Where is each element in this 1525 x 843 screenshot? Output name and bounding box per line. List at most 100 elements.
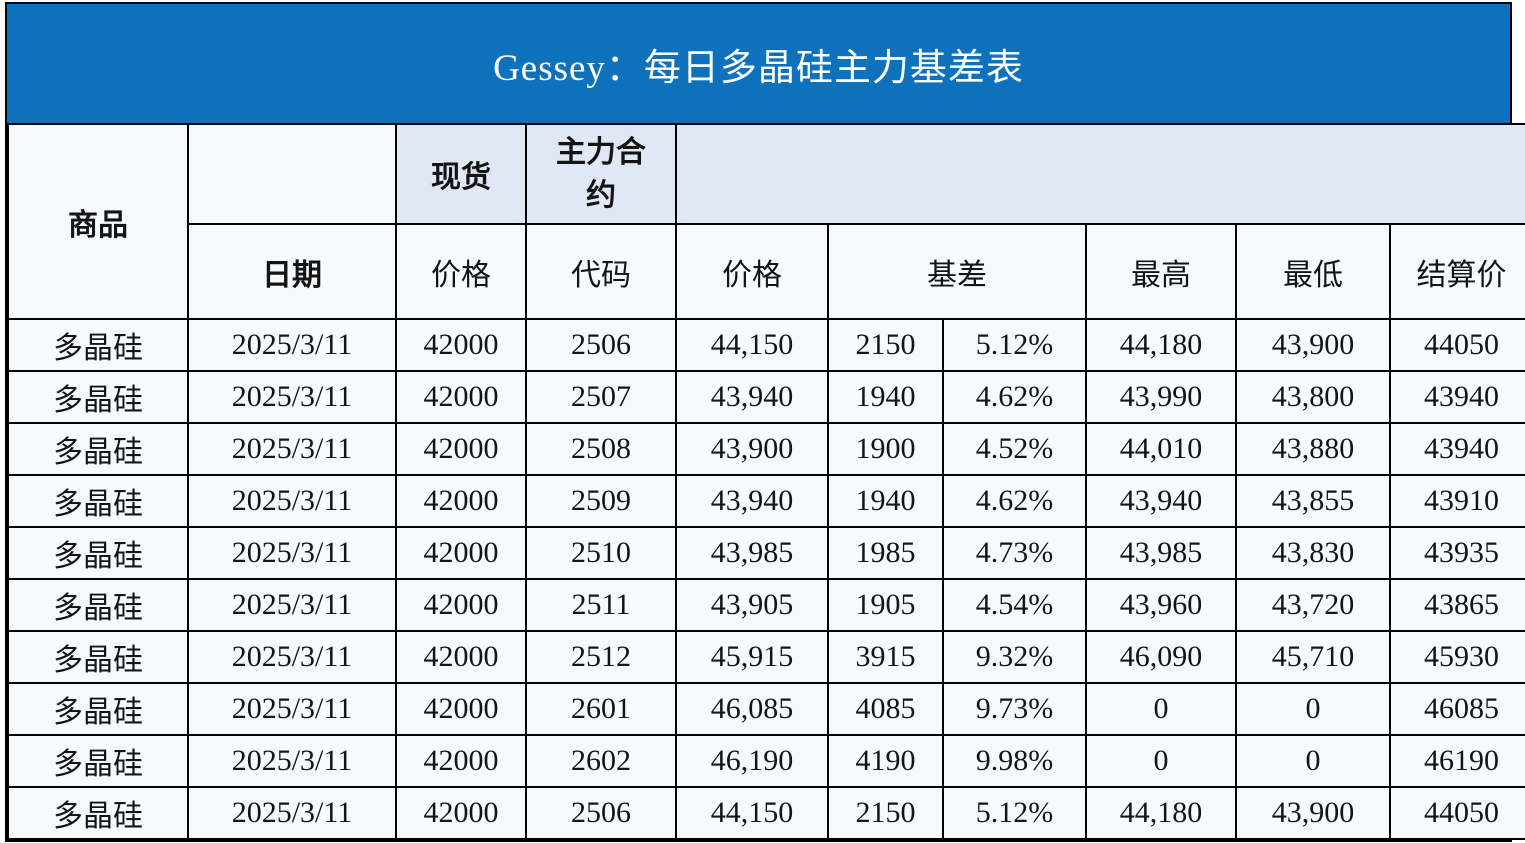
cell-commodity: 多晶硅 <box>7 630 189 684</box>
header-spot-group: 现货 <box>395 123 527 225</box>
cell-basis_percent: 4.62% <box>942 474 1087 528</box>
cell-spot_price: 42000 <box>395 682 527 736</box>
table-row: 多晶硅 2025/3/11 42000 2512 45,915 3915 9.32% 46,0… <box>7 630 1525 684</box>
cell-spot_price: 42000 <box>395 786 527 840</box>
cell-commodity: 多晶硅 <box>7 682 189 736</box>
cell-commodity: 多晶硅 <box>7 734 189 788</box>
table-row: 多晶硅 2025/3/11 42000 2509 43,940 1940 4.62% 43,9… <box>7 474 1525 528</box>
cell-low: 43,880 <box>1235 422 1391 476</box>
cell-date: 2025/3/11 <box>187 318 397 372</box>
table-row: 多晶硅 2025/3/11 42000 2506 44,150 2150 5.12% 44,1… <box>7 318 1525 372</box>
cell-contract_price: 43,940 <box>675 474 829 528</box>
cell-spot_price: 42000 <box>395 422 527 476</box>
cell-basis_value: 3915 <box>827 630 944 684</box>
cell-contract_code: 2512 <box>525 630 677 684</box>
table-row: 多晶硅 2025/3/11 42000 2510 43,985 1985 4.73% 43,9… <box>7 526 1525 580</box>
cell-high: 44,180 <box>1085 318 1237 372</box>
cell-contract_code: 2602 <box>525 734 677 788</box>
header-empty-band <box>674 123 1525 225</box>
cell-basis_value: 1900 <box>827 422 944 476</box>
cell-spot_price: 42000 <box>395 370 527 424</box>
header-main-contract-group: 主力合约 <box>525 123 677 225</box>
cell-contract_code: 2601 <box>525 682 677 736</box>
cell-low: 43,720 <box>1235 578 1391 632</box>
cell-basis_percent: 5.12% <box>942 786 1087 840</box>
cell-high: 43,940 <box>1085 474 1237 528</box>
cell-basis_percent: 4.54% <box>942 578 1087 632</box>
cell-settlement: 46190 <box>1388 734 1525 788</box>
header-settlement: 结算价 <box>1388 223 1525 320</box>
cell-settlement: 45930 <box>1388 630 1525 684</box>
cell-basis_percent: 9.73% <box>942 682 1087 736</box>
cell-high: 44,180 <box>1085 786 1237 840</box>
cell-settlement: 44050 <box>1388 786 1525 840</box>
cell-date: 2025/3/11 <box>187 734 397 788</box>
table-row: 多晶硅 2025/3/11 42000 2511 43,905 1905 4.54% 43,9… <box>7 578 1525 632</box>
cell-contract_price: 46,085 <box>675 682 829 736</box>
cell-contract_code: 2506 <box>525 318 677 372</box>
cell-spot_price: 42000 <box>395 630 527 684</box>
cell-commodity: 多晶硅 <box>7 422 189 476</box>
cell-high: 43,990 <box>1085 370 1237 424</box>
cell-contract_price: 43,905 <box>675 578 829 632</box>
cell-contract_price: 44,150 <box>675 318 829 372</box>
cell-contract_price: 46,190 <box>675 734 829 788</box>
cell-commodity: 多晶硅 <box>7 318 189 372</box>
cell-commodity: 多晶硅 <box>7 578 189 632</box>
cell-settlement: 43940 <box>1388 370 1525 424</box>
cell-contract_code: 2510 <box>525 526 677 580</box>
cell-basis_percent: 5.12% <box>942 318 1087 372</box>
cell-date: 2025/3/11 <box>187 370 397 424</box>
header-contract-code: 代码 <box>525 223 677 320</box>
cell-basis_percent: 9.32% <box>942 630 1087 684</box>
cell-basis_value: 1940 <box>827 474 944 528</box>
cell-high: 0 <box>1085 682 1237 736</box>
cell-contract_price: 43,900 <box>675 422 829 476</box>
cell-contract_code: 2506 <box>525 786 677 840</box>
table-row: 多晶硅 2025/3/11 42000 2508 43,900 1900 4.52% 44,0… <box>7 422 1525 476</box>
cell-settlement: 43910 <box>1388 474 1525 528</box>
cell-commodity: 多晶硅 <box>7 370 189 424</box>
header-low: 最低 <box>1235 223 1391 320</box>
header-row-fields: 日期 价格 代码 价格 基差 最高 最低 结算价 <box>8 223 1525 320</box>
cell-contract_code: 2507 <box>525 370 677 424</box>
cell-basis_value: 2150 <box>827 318 944 372</box>
cell-contract_code: 2511 <box>525 578 677 632</box>
cell-low: 43,830 <box>1235 526 1391 580</box>
cell-spot_price: 42000 <box>395 578 527 632</box>
cell-spot_price: 42000 <box>395 734 527 788</box>
cell-basis_value: 1985 <box>827 526 944 580</box>
cell-low: 45,710 <box>1235 630 1391 684</box>
cell-settlement: 46085 <box>1388 682 1525 736</box>
table-row: 多晶硅 2025/3/11 42000 2506 44,150 2150 5.12% 44,1… <box>7 786 1525 840</box>
header-high: 最高 <box>1085 223 1237 320</box>
cell-spot_price: 42000 <box>395 474 527 528</box>
cell-high: 0 <box>1085 734 1237 788</box>
header-basis: 基差 <box>827 223 1087 320</box>
cell-basis_percent: 4.62% <box>942 370 1087 424</box>
cell-basis_value: 4085 <box>827 682 944 736</box>
cell-low: 43,855 <box>1235 474 1391 528</box>
cell-commodity: 多晶硅 <box>7 474 189 528</box>
cell-low: 0 <box>1235 734 1391 788</box>
table-row: 多晶硅 2025/3/11 42000 2507 43,940 1940 4.62% 43,9… <box>7 370 1525 424</box>
cell-basis_value: 1940 <box>827 370 944 424</box>
header-date: 日期 <box>187 223 397 320</box>
cell-low: 0 <box>1235 682 1391 736</box>
cell-date: 2025/3/11 <box>187 682 397 736</box>
cell-contract_code: 2508 <box>525 422 677 476</box>
cell-basis_value: 2150 <box>827 786 944 840</box>
cell-basis_percent: 4.52% <box>942 422 1087 476</box>
cell-spot_price: 42000 <box>395 318 527 372</box>
cell-settlement: 44050 <box>1388 318 1525 372</box>
cell-basis_percent: 9.98% <box>942 734 1087 788</box>
cell-date: 2025/3/11 <box>187 474 397 528</box>
cell-date: 2025/3/11 <box>187 630 397 684</box>
header-commodity: 商品 <box>7 123 189 320</box>
cell-high: 43,960 <box>1085 578 1237 632</box>
cell-contract_price: 45,915 <box>675 630 829 684</box>
header-main-contract-label: 主力合约 <box>556 135 646 213</box>
header-empty-cell <box>187 123 397 225</box>
cell-low: 43,900 <box>1235 786 1391 840</box>
header-spot-price: 价格 <box>395 223 527 320</box>
